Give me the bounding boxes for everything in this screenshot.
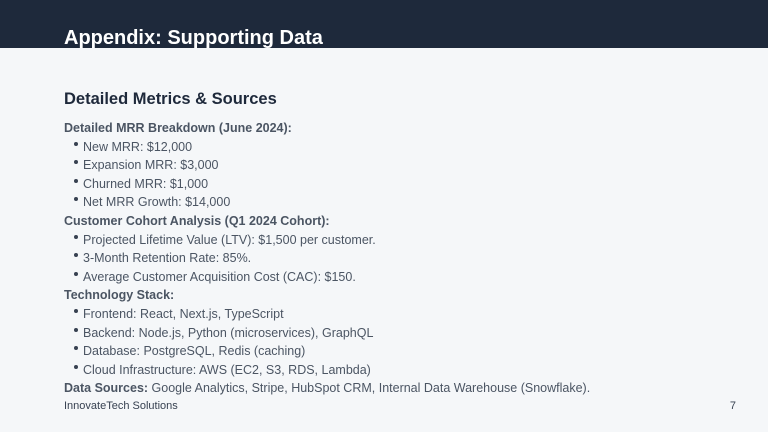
- bullet-icon: [74, 160, 78, 165]
- group-heading-mrr: Detailed MRR Breakdown (June 2024):: [64, 121, 292, 135]
- list-item: Database: PostgreSQL, Redis (caching): [64, 342, 744, 361]
- list-item: Churned MRR: $1,000: [64, 175, 744, 194]
- bullet-icon: [74, 327, 78, 332]
- data-sources-text: Google Analytics, Stripe, HubSpot CRM, I…: [148, 381, 591, 396]
- data-sources-label: Data Sources:: [64, 381, 149, 396]
- list-item: Frontend: React, Next.js, TypeScript: [64, 305, 744, 324]
- list-item: New MRR: $12,000: [64, 138, 744, 157]
- bullet-icon: [74, 308, 78, 313]
- list-item: 3-Month Retention Rate: 85%.: [64, 249, 744, 268]
- list-item-text: New MRR: $12,000: [83, 139, 193, 154]
- content-body: Detailed MRR Breakdown (June 2024): New …: [64, 119, 744, 398]
- group-heading-cohort: Customer Cohort Analysis (Q1 2024 Cohort…: [64, 213, 330, 228]
- bullet-icon: [74, 271, 78, 276]
- list-item: Projected Lifetime Value (LTV): $1,500 p…: [64, 231, 744, 250]
- list-item: Average Customer Acquisition Cost (CAC):…: [64, 268, 744, 287]
- bullet-icon: [74, 141, 78, 146]
- list-item-text: Projected Lifetime Value (LTV): $1,500 p…: [83, 232, 376, 247]
- list-item-text: Expansion MRR: $3,000: [83, 158, 219, 173]
- list-item: Net MRR Growth: $14,000: [64, 193, 744, 212]
- footer-company-name: InnovateTech Solutions: [64, 400, 178, 412]
- list-item-text: Churned MRR: $1,000: [83, 176, 209, 191]
- bullet-icon: [74, 234, 78, 239]
- bullet-icon: [74, 253, 78, 258]
- header-band: [0, 0, 768, 48]
- section-heading: Detailed Metrics & Sources: [64, 90, 277, 108]
- list-item-text: Average Customer Acquisition Cost (CAC):…: [83, 269, 356, 284]
- list-item-text: Net MRR Growth: $14,000: [83, 195, 231, 210]
- list-item-text: Backend: Node.js, Python (microservices)…: [83, 325, 374, 340]
- list-item-text: Frontend: React, Next.js, TypeScript: [83, 306, 284, 321]
- list-item-text: Database: PostgreSQL, Redis (caching): [83, 344, 306, 359]
- list-item-text: Cloud Infrastructure: AWS (EC2, S3, RDS,…: [83, 362, 371, 377]
- slide-title: Appendix: Supporting Data: [64, 27, 323, 49]
- bullet-icon: [74, 364, 78, 369]
- group-heading-tech-stack: Technology Stack:: [64, 288, 175, 303]
- bullet-icon: [74, 346, 78, 351]
- data-sources-line: Data Sources: Google Analytics, Stripe, …: [64, 379, 744, 398]
- list-item: Expansion MRR: $3,000: [64, 156, 744, 175]
- list-item: Cloud Infrastructure: AWS (EC2, S3, RDS,…: [64, 361, 744, 380]
- bullet-icon: [74, 178, 78, 183]
- list-item: Backend: Node.js, Python (microservices)…: [64, 324, 744, 343]
- page-number: 7: [729, 400, 736, 412]
- bullet-icon: [74, 197, 78, 202]
- list-item-text: 3-Month Retention Rate: 85%.: [83, 251, 252, 266]
